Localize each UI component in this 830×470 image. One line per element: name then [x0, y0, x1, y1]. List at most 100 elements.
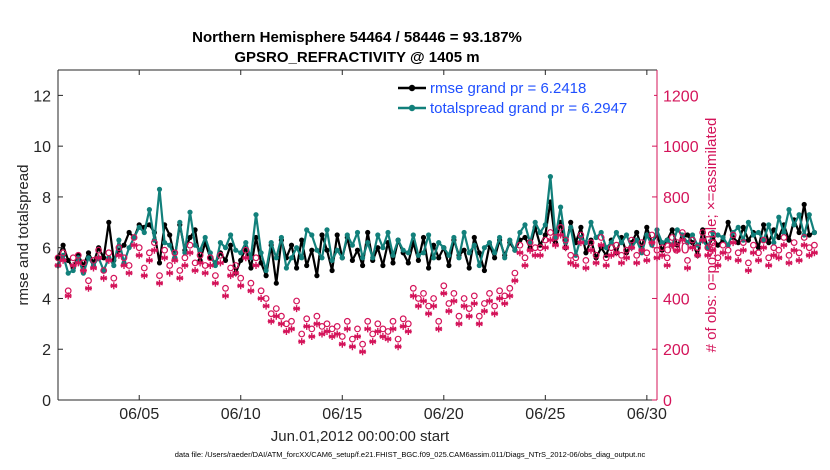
obs-assimilated-point [465, 312, 473, 320]
obs-assimilated-point [552, 241, 559, 249]
totalspread-point [761, 237, 767, 243]
x-tick-label: 06/20 [424, 406, 464, 423]
totalspread-point [400, 247, 406, 253]
totalspread-point [278, 234, 284, 241]
totalspread-point [349, 242, 355, 248]
totalspread-point [365, 240, 371, 246]
obs-possible-point [140, 264, 148, 272]
obs-assimilated-point [359, 348, 367, 356]
series-totalspread [55, 174, 818, 276]
obs-assimilated-point [95, 254, 103, 262]
rmse-point [476, 250, 482, 256]
rmse-point [568, 219, 574, 225]
totalspread-point [314, 247, 320, 253]
obs-possible-point [577, 231, 585, 239]
obs-possible-point [216, 251, 224, 259]
obs-possible-point [623, 246, 630, 254]
totalspread-point [745, 219, 752, 225]
totalspread-point [603, 245, 609, 251]
totalspread-point [410, 232, 416, 238]
rmse-point [238, 257, 244, 263]
obs-assimilated-point [145, 256, 153, 264]
obs-possible-point [765, 254, 773, 262]
rmse-point [248, 265, 254, 271]
left-y-tick-label: 4 [42, 291, 51, 308]
obs-assimilated-point [394, 343, 402, 351]
totalspread-point [390, 252, 396, 258]
rmse-point [360, 262, 366, 269]
obs-assimilated-point [673, 246, 681, 254]
obs-possible-point [90, 257, 97, 264]
totalspread-point [771, 240, 777, 246]
obs-possible-point [714, 254, 722, 262]
obs-possible-point [252, 254, 260, 262]
totalspread-point [441, 245, 447, 251]
obs-possible-point [150, 239, 158, 247]
obs-possible-point [85, 277, 92, 285]
chart-title-line-1: Northern Hemisphere 54464 / 58446 = 93.1… [192, 29, 522, 46]
totalspread-point [339, 255, 345, 261]
rmse-point [390, 260, 396, 266]
obs-assimilated-point [171, 256, 179, 264]
rmse-point [273, 280, 279, 286]
totalspread-point [156, 186, 163, 192]
totalspread-point [263, 267, 269, 274]
rmse-point [644, 224, 650, 230]
totalspread-point [334, 247, 340, 253]
obs-possible-point [679, 229, 686, 236]
totalspread-point [217, 240, 223, 246]
rmse-point [258, 260, 264, 266]
right-y-tick-label: 800 [663, 190, 690, 207]
obs-assimilated-point [262, 302, 270, 310]
obs-assimilated-point [765, 262, 773, 269]
obs-assimilated-point [770, 251, 778, 259]
rmse-point [735, 240, 741, 246]
totalspread-point [354, 229, 361, 236]
legend-rmse-marker [408, 84, 416, 92]
obs-assimilated-point [206, 262, 214, 269]
obs-assimilated-point [678, 236, 686, 244]
obs-possible-point [318, 323, 326, 330]
obs-possible-point [811, 241, 818, 249]
obs-possible-point [272, 305, 280, 313]
legend-totalspread-marker [408, 104, 416, 112]
rmse-point [542, 232, 548, 238]
obs-possible-point [440, 282, 448, 290]
obs-assimilated-point [628, 244, 636, 252]
obs-possible-point [445, 300, 453, 307]
totalspread-point [420, 250, 427, 256]
x-tick-label: 06/30 [627, 406, 667, 423]
totalspread-point [674, 227, 680, 233]
totalspread-point [451, 234, 457, 241]
rmse-point [354, 247, 361, 253]
rmse-point [684, 232, 691, 238]
chart-title-line-2: GPSRO_REFRACTIVITY @ 1405 m [234, 49, 479, 66]
totalspread-point [415, 252, 421, 258]
obs-possible-point [724, 246, 732, 254]
obs-possible-point [592, 251, 600, 259]
x-tick-label: 06/10 [221, 406, 261, 423]
obs-possible-point [394, 335, 402, 343]
rmse-point [228, 242, 234, 248]
totalspread-point [593, 234, 599, 241]
obs-assimilated-point [810, 249, 818, 257]
obs-possible-point [364, 317, 372, 325]
obs-possible-point [689, 236, 696, 244]
rmse-point [121, 242, 127, 248]
totalspread-point [537, 229, 543, 236]
totalspread-point [446, 252, 452, 258]
left-y-tick-label: 10 [33, 139, 51, 156]
obs-assimilated-point [800, 241, 808, 249]
obs-possible-point [465, 305, 473, 313]
obs-possible-point [247, 279, 255, 287]
totalspread-point [558, 204, 564, 210]
obs-possible-point [105, 249, 113, 257]
obs-assimilated-point [724, 254, 732, 262]
obs-assimilated-point [506, 292, 514, 300]
obs-possible-point [74, 251, 82, 259]
rmse-point [60, 242, 66, 248]
obs-assimilated-point [633, 259, 641, 267]
totalspread-point [253, 212, 259, 218]
rmse-point [446, 262, 452, 269]
obs-possible-point [775, 246, 783, 254]
